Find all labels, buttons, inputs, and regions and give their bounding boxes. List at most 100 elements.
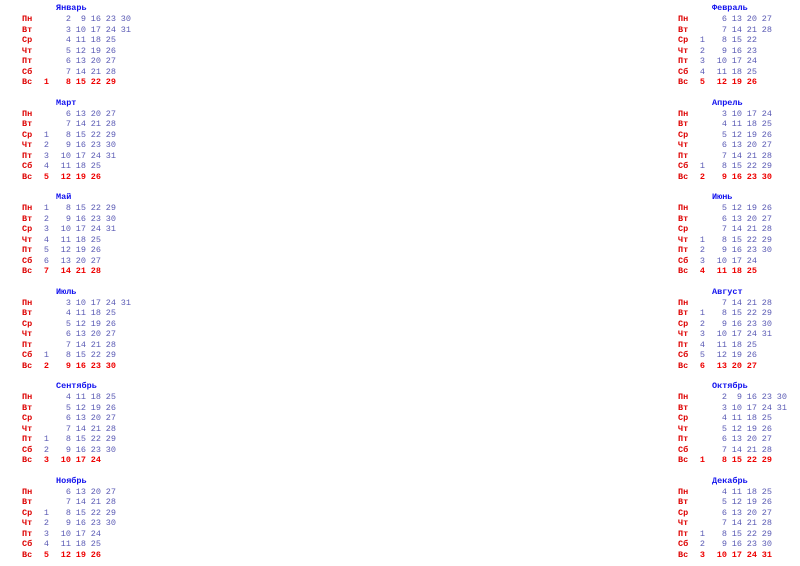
date: 17 [75, 528, 86, 539]
weekday-label: Чт [678, 45, 689, 56]
date: 23 [90, 360, 101, 371]
date: 18 [746, 119, 757, 129]
date: 18 [731, 66, 742, 77]
weekday-label: Пн [678, 14, 689, 24]
date: 6 [721, 213, 727, 224]
weekday-label: Ср [22, 35, 33, 45]
weekday-label: Пн [22, 14, 33, 24]
weekday-label: Пт [678, 339, 689, 350]
date: 21 [90, 339, 101, 350]
date: 30 [761, 318, 772, 329]
date: 10 [60, 528, 71, 539]
month-title: Сентябрь [56, 381, 97, 391]
date: 19 [731, 77, 742, 87]
date: 28 [105, 119, 116, 129]
date: 9 [80, 14, 86, 24]
weekday-label: Вт [678, 497, 689, 507]
weekday-label: Вт [22, 24, 33, 35]
date: 19 [75, 245, 86, 255]
date: 25 [90, 161, 101, 171]
date: 9 [65, 360, 71, 371]
date: 26 [746, 77, 757, 87]
date: 16 [75, 140, 86, 150]
date: 3 [699, 56, 705, 66]
date: 20 [746, 213, 757, 224]
date: 6 [721, 14, 727, 24]
date: 4 [43, 539, 49, 549]
date: 26 [90, 549, 101, 560]
date: 23 [746, 245, 757, 255]
date: 11 [731, 486, 742, 497]
date: 7 [721, 297, 727, 308]
date: 22 [90, 129, 101, 140]
date: 20 [90, 413, 101, 423]
date: 19 [90, 402, 101, 413]
date: 27 [105, 486, 116, 497]
date: 26 [90, 245, 101, 255]
month-title: Апрель [712, 97, 743, 108]
date: 6 [65, 56, 71, 66]
date: 13 [731, 434, 742, 444]
date: 17 [75, 224, 86, 234]
date: 4 [699, 266, 705, 276]
date: 13 [75, 329, 86, 339]
date: 18 [731, 266, 742, 276]
weekday-label: Чт [22, 518, 33, 528]
date: 4 [699, 339, 705, 350]
date: 26 [746, 350, 757, 360]
date: 10 [731, 108, 742, 119]
date: 16 [75, 360, 86, 371]
weekday-label: Пн [22, 392, 33, 402]
date: 14 [75, 119, 86, 129]
weekday-label: Вт [678, 24, 689, 35]
date: 1 [43, 203, 49, 213]
date: 6 [65, 413, 71, 423]
date: 16 [746, 392, 757, 402]
date: 1 [43, 129, 49, 140]
date: 8 [65, 507, 71, 518]
date: 8 [721, 35, 727, 45]
date: 5 [721, 497, 727, 507]
date: 15 [75, 77, 86, 87]
date: 27 [761, 140, 772, 150]
weekday-label: Чт [678, 423, 689, 434]
weekday-label: Вт [678, 402, 689, 413]
weekday-label: Ср [22, 224, 33, 234]
date: 30 [776, 392, 787, 402]
date: 11 [716, 266, 727, 276]
date: 5 [721, 203, 727, 213]
weekday-label: Сб [22, 255, 33, 266]
date: 5 [43, 245, 49, 255]
date: 1 [699, 234, 705, 245]
date: 4 [721, 119, 727, 129]
weekday-label: Пт [678, 434, 689, 444]
date: 23 [90, 518, 101, 528]
date: 23 [90, 213, 101, 224]
weekday-label: Сб [678, 255, 689, 266]
date: 30 [761, 245, 772, 255]
date: 13 [731, 140, 742, 150]
date: 5 [65, 402, 71, 413]
date: 22 [90, 350, 101, 360]
date: 8 [721, 234, 727, 245]
date: 17 [746, 402, 757, 413]
date: 22 [746, 455, 757, 465]
date: 27 [105, 329, 116, 339]
date: 1 [43, 350, 49, 360]
month-title: Май [56, 192, 72, 202]
date: 6 [65, 108, 71, 119]
date: 24 [90, 455, 101, 465]
date: 28 [761, 518, 772, 528]
date: 12 [716, 350, 727, 360]
date: 22 [90, 507, 101, 518]
weekday-label: Вт [678, 308, 689, 318]
date: 12 [75, 402, 86, 413]
weekday-label: Вт [22, 402, 33, 413]
date: 1 [43, 434, 49, 444]
date: 10 [60, 455, 71, 465]
date: 12 [60, 245, 71, 255]
date: 26 [761, 497, 772, 507]
weekday-label: Сб [678, 66, 689, 77]
date: 13 [75, 486, 86, 497]
weekday-label: Вс [678, 266, 689, 276]
